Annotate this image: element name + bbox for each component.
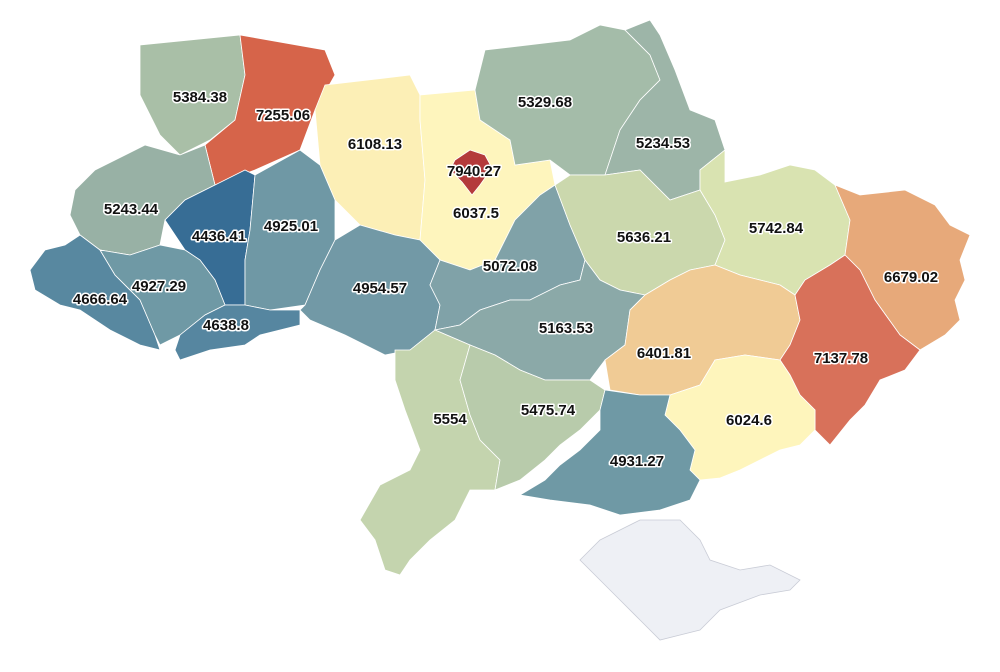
- region-value-label: 5554: [433, 411, 467, 428]
- region-value-label: 5072.08: [483, 258, 537, 275]
- region-value-label: 5329.68: [518, 94, 572, 111]
- region-value-label: 5384.38: [173, 89, 227, 106]
- region-value-label: 4436.41: [192, 228, 246, 245]
- region-value-label: 5742.84: [749, 220, 804, 237]
- region-value-label: 5636.21: [617, 229, 671, 246]
- region-value-label: 5163.53: [539, 320, 593, 337]
- no-data-region: [579, 519, 801, 641]
- region-value-label: 7137.78: [814, 350, 868, 367]
- region-value-label: 4931.27: [610, 453, 664, 470]
- region: [29, 234, 161, 351]
- region-value-label: 7255.06: [256, 107, 310, 124]
- region: [174, 304, 301, 361]
- region-value-label: 4666.64: [73, 291, 128, 308]
- region-value-label: 7940.27: [447, 163, 501, 180]
- region-value-label: 6679.02: [884, 269, 938, 286]
- region: [204, 34, 336, 186]
- region-value-label: 4954.57: [353, 280, 407, 297]
- region-value-label: 4925.01: [264, 218, 318, 235]
- region: [459, 344, 606, 491]
- region-value-label: 6037.5: [453, 205, 499, 222]
- region-value-label: 4638.8: [203, 317, 249, 334]
- regions: [29, 19, 971, 641]
- region-value-label: 5234.53: [636, 135, 690, 152]
- region-value-label: 4927.29: [132, 278, 186, 295]
- region-value-label: 5475.74: [521, 402, 576, 419]
- region-value-label: 6024.6: [726, 412, 772, 429]
- region: [449, 149, 493, 196]
- region-value-label: 5243.44: [104, 201, 159, 218]
- region: [518, 389, 701, 516]
- labels: 5384.38 7255.06 6108.13 6037.5 7940.27 5329.6…: [71, 87, 939, 471]
- region-value-label: 6108.13: [348, 136, 402, 153]
- region-value-label: 6401.81: [637, 345, 691, 362]
